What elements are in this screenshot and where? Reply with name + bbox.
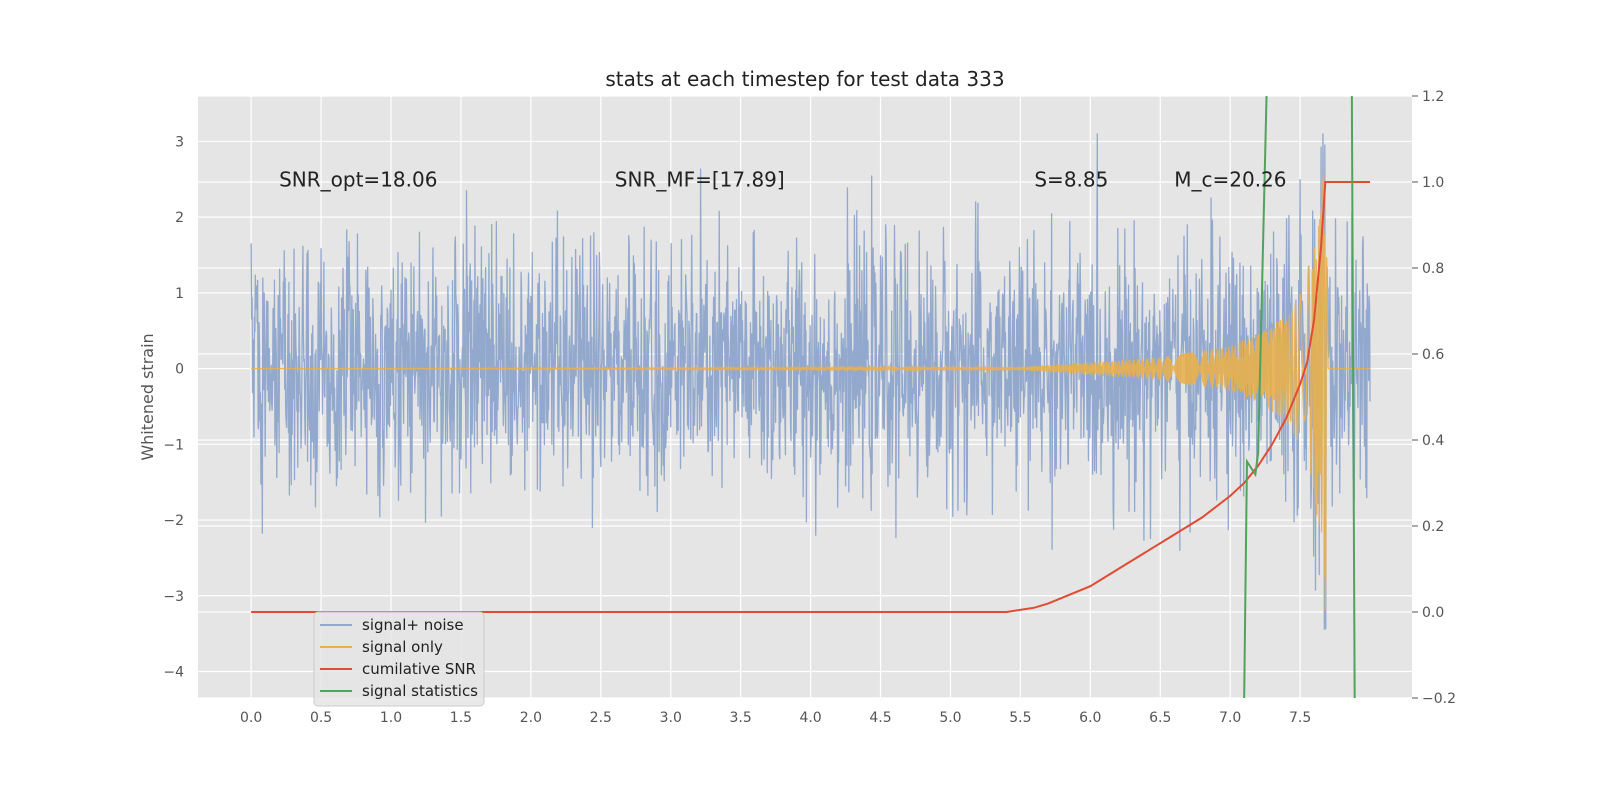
y-axis-label: Whitened strain: [138, 333, 157, 460]
x-tick-label: 7.0: [1219, 710, 1241, 726]
legend-box: [313, 611, 485, 707]
annotation-chirp-mass: M_c=20.26: [1174, 167, 1286, 191]
x-tick-label: 4.0: [799, 710, 821, 726]
y-tick-label: 0: [175, 362, 184, 378]
y-tick-label: −4: [163, 664, 184, 680]
x-tick-label: 4.5: [869, 710, 891, 726]
x-tick-label: 1.5: [450, 710, 472, 726]
x-tick-label: 6.5: [1149, 710, 1171, 726]
signal-statistics-series: [1243, 95, 1356, 699]
legend-label: cumilative SNR: [362, 660, 476, 678]
x-tick-label: 6.0: [1079, 710, 1101, 726]
x-axis-ticks: 0.0 0.5 1.0 1.5 2.0 2.5 3.0 3.5 4.0 4.5 5.0 5.5 6.0 6…: [240, 710, 1311, 726]
y2-axis-ticks: 1.2 1.0 0.8 0.6 0.4 0.2 0.0 −0.2: [1412, 89, 1456, 707]
y2-tick-label: 1.0: [1422, 175, 1444, 191]
y-axis-ticks: 3 2 1 0 −1 −2 −3 −4: [163, 134, 184, 680]
x-tick-label: 0.0: [240, 710, 262, 726]
y2-tick-label: 0.6: [1422, 347, 1444, 363]
y2-tick-label: 0.4: [1422, 433, 1444, 449]
signal-only-series: [251, 174, 1371, 611]
y2-tick-label: 1.2: [1422, 89, 1444, 105]
annotation-s-stat: S=8.85: [1034, 167, 1108, 191]
y2-tick-label: 0.2: [1422, 519, 1444, 535]
x-tick-label: 5.0: [939, 710, 961, 726]
y-tick-label: −1: [163, 437, 184, 453]
y2-tick-label: 0.0: [1422, 605, 1444, 621]
annotations: SNR_opt=18.06 SNR_MF=[17.89] S=8.85 M_c=20.…: [279, 167, 1286, 191]
legend-label: signal only: [362, 638, 443, 656]
legend: signal+ noise signal only cumilative SNR si…: [313, 611, 485, 707]
x-tick-label: 0.5: [310, 710, 332, 726]
signal-noise-line: [250, 133, 1371, 630]
x-tick-label: 7.5: [1289, 710, 1311, 726]
x-tick-label: 5.5: [1009, 710, 1031, 726]
legend-label: signal+ noise: [362, 616, 464, 634]
x-tick-label: 2.5: [590, 710, 612, 726]
x-tick-label: 2.0: [520, 710, 542, 726]
annotation-snr-mf: SNR_MF=[17.89]: [615, 167, 785, 191]
signal-noise-series: [250, 133, 1371, 630]
signal-only-line: [251, 174, 1371, 611]
x-tick-label: 3.5: [730, 710, 752, 726]
legend-label: signal statistics: [362, 682, 478, 700]
signal-statistics-line: [1243, 95, 1268, 699]
y-tick-label: −2: [163, 513, 184, 529]
y-tick-label: 3: [175, 134, 184, 150]
y2-tick-label: −0.2: [1422, 691, 1456, 707]
y-tick-label: 1: [175, 286, 184, 302]
y2-tick-label: 0.8: [1422, 261, 1444, 277]
cumulative-snr-line: [251, 181, 1371, 613]
cumulative-snr-series: [251, 181, 1371, 613]
annotation-snr-opt: SNR_opt=18.06: [279, 167, 437, 191]
y-tick-label: 2: [175, 210, 184, 226]
x-tick-label: 1.0: [380, 710, 402, 726]
signal-statistics-line-2: [1350, 95, 1356, 699]
y-tick-label: −3: [163, 589, 184, 605]
x-tick-label: 3.0: [660, 710, 682, 726]
chart-title: stats at each timestep for test data 333: [605, 67, 1004, 91]
